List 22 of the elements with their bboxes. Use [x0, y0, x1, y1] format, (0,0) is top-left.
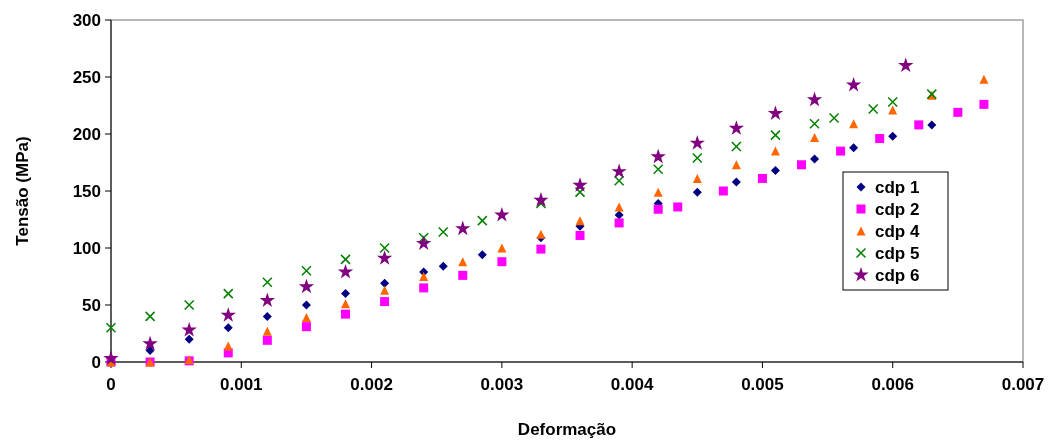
legend-label: cdp 1: [875, 177, 920, 197]
y-axis-title: Tensão (MPa): [13, 136, 32, 246]
legend-label: cdp 2: [875, 199, 920, 219]
x-axis-title: Deformação: [517, 420, 617, 439]
x-tick-label: 0.002: [350, 375, 393, 394]
x-tick-label: 0.004: [610, 375, 654, 394]
y-tick-label: 0: [91, 352, 101, 372]
y-tick-label: 150: [72, 181, 101, 201]
x-tick-label: 0.003: [480, 375, 524, 394]
y-tick-label: 100: [72, 238, 101, 258]
x-tick-label: 0.001: [220, 375, 263, 394]
y-tick-label: 50: [82, 295, 101, 315]
y-tick-label: 300: [72, 10, 101, 30]
x-tick-label: 0.007: [1001, 375, 1045, 394]
legend-label: cdp 5: [875, 243, 920, 263]
y-tick-label: 250: [72, 67, 101, 87]
legend-label: cdp 6: [875, 265, 920, 285]
y-tick-label: 200: [72, 124, 101, 144]
x-tick-label: 0: [106, 375, 116, 394]
legend-label: cdp 4: [875, 221, 920, 241]
x-tick-label: 0.005: [741, 375, 784, 394]
x-tick-label: 0.006: [871, 375, 914, 394]
